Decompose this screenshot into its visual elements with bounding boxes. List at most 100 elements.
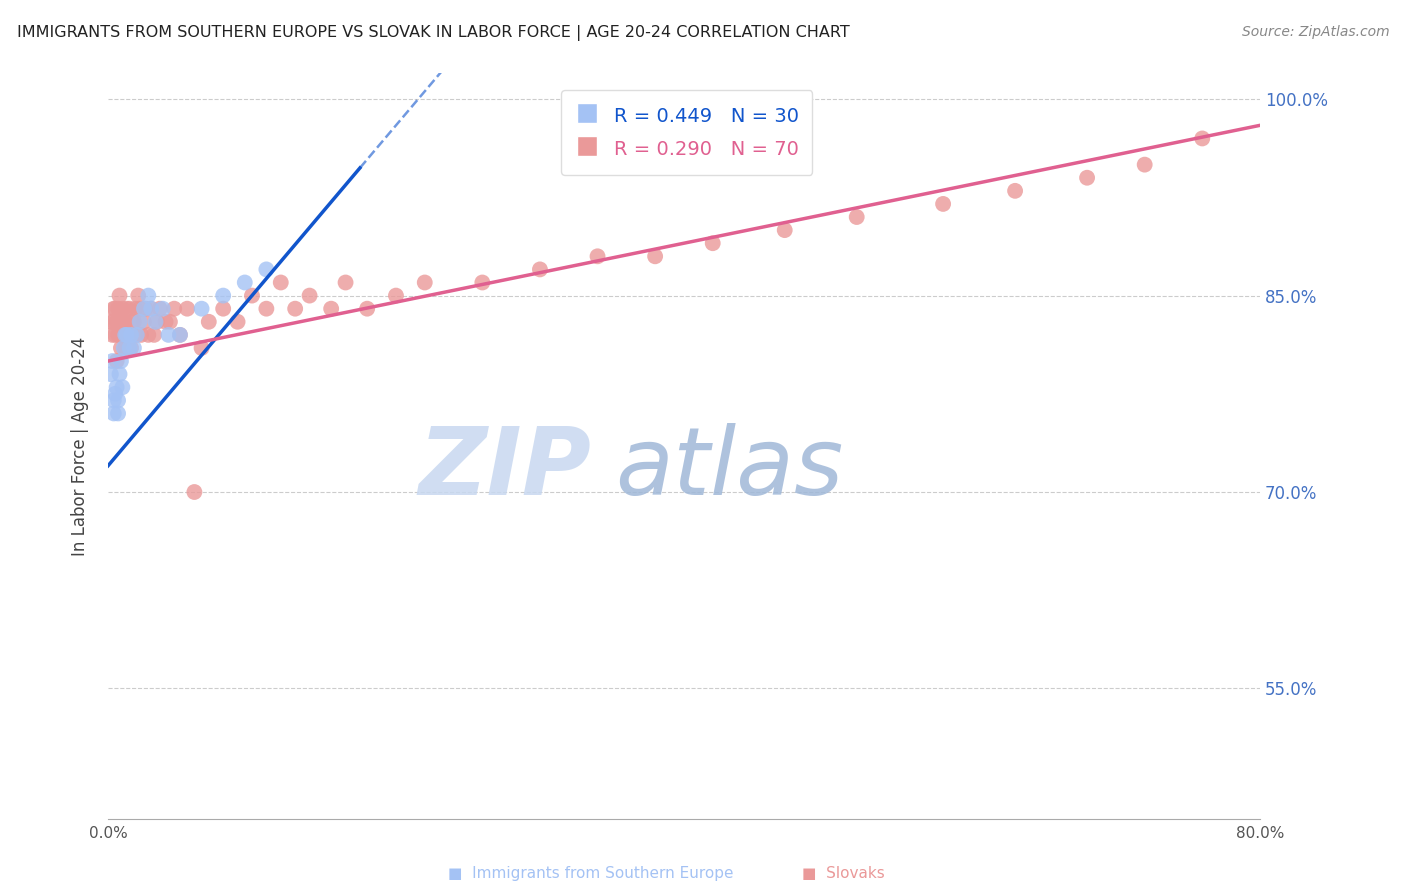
Point [107, 393, 129, 408]
Point [115, 301, 138, 316]
Point [114, 341, 136, 355]
Point [152, 301, 174, 316]
Point [321, 301, 343, 316]
Text: ZIP: ZIP [419, 423, 592, 515]
Text: IMMIGRANTS FROM SOUTHERN EUROPE VS SLOVAK IN LABOR FORCE | AGE 20-24 CORRELATION: IMMIGRANTS FROM SOUTHERN EUROPE VS SLOVA… [17, 25, 849, 41]
Point [145, 315, 167, 329]
Point [118, 301, 141, 316]
Point [129, 327, 152, 342]
Point [644, 249, 666, 263]
Point [163, 301, 186, 316]
Point [298, 288, 321, 302]
Point [356, 301, 378, 316]
Point [586, 249, 609, 263]
Point [240, 288, 263, 302]
Point [108, 288, 131, 302]
Point [111, 380, 134, 394]
Point [169, 327, 191, 342]
Point [143, 327, 166, 342]
Point [385, 288, 408, 302]
Point [141, 301, 163, 316]
Point [103, 315, 125, 329]
Point [108, 367, 131, 381]
Text: atlas: atlas [614, 423, 844, 514]
Point [101, 327, 124, 342]
Point [112, 341, 135, 355]
Point [146, 315, 169, 329]
Point [103, 393, 125, 408]
Point [159, 315, 181, 329]
Point [190, 341, 212, 355]
Point [114, 327, 136, 342]
Point [122, 315, 145, 329]
Point [136, 288, 159, 302]
Point [105, 354, 128, 368]
Point [120, 341, 142, 355]
Point [104, 301, 127, 316]
Point [103, 301, 125, 316]
Point [471, 276, 494, 290]
Point [110, 315, 132, 329]
Point [110, 354, 132, 368]
Point [932, 197, 955, 211]
Point [128, 301, 150, 316]
Point [117, 327, 139, 342]
Point [104, 327, 127, 342]
Point [183, 485, 205, 500]
Point [105, 380, 128, 394]
Point [702, 236, 724, 251]
Point [110, 341, 132, 355]
Point [128, 315, 150, 329]
Point [169, 327, 191, 342]
Point [100, 315, 122, 329]
Text: ■  Immigrants from Southern Europe: ■ Immigrants from Southern Europe [447, 866, 734, 881]
Point [157, 327, 180, 342]
Point [1076, 170, 1098, 185]
Point [270, 276, 292, 290]
Point [335, 276, 357, 290]
Point [100, 367, 122, 381]
Point [141, 301, 163, 316]
Point [103, 406, 125, 420]
Point [112, 327, 135, 342]
Point [413, 276, 436, 290]
Point [107, 406, 129, 420]
Point [132, 315, 155, 329]
Text: ■  Slovaks: ■ Slovaks [803, 866, 884, 881]
Point [114, 315, 136, 329]
Point [105, 315, 128, 329]
Point [773, 223, 796, 237]
Point [112, 315, 135, 329]
Point [115, 327, 138, 342]
Point [845, 210, 868, 224]
Point [212, 301, 235, 316]
Point [155, 315, 177, 329]
Point [111, 327, 134, 342]
Point [125, 327, 148, 342]
Point [127, 288, 149, 302]
Point [190, 301, 212, 316]
Point [1004, 184, 1026, 198]
Point [136, 327, 159, 342]
Point [124, 301, 146, 316]
Point [197, 315, 219, 329]
Text: Source: ZipAtlas.com: Source: ZipAtlas.com [1241, 25, 1389, 39]
Point [108, 315, 131, 329]
Point [132, 301, 155, 316]
Point [1191, 131, 1213, 145]
Point [107, 301, 129, 316]
Point [254, 301, 277, 316]
Point [254, 262, 277, 277]
Point [233, 276, 256, 290]
Y-axis label: In Labor Force | Age 20-24: In Labor Force | Age 20-24 [72, 336, 89, 556]
Point [176, 301, 198, 316]
Point [104, 386, 127, 401]
Point [125, 327, 148, 342]
Point [284, 301, 307, 316]
Point [101, 354, 124, 368]
Point [212, 288, 235, 302]
Point [107, 327, 129, 342]
Point [118, 341, 141, 355]
Point [134, 301, 156, 316]
Point [121, 315, 143, 329]
